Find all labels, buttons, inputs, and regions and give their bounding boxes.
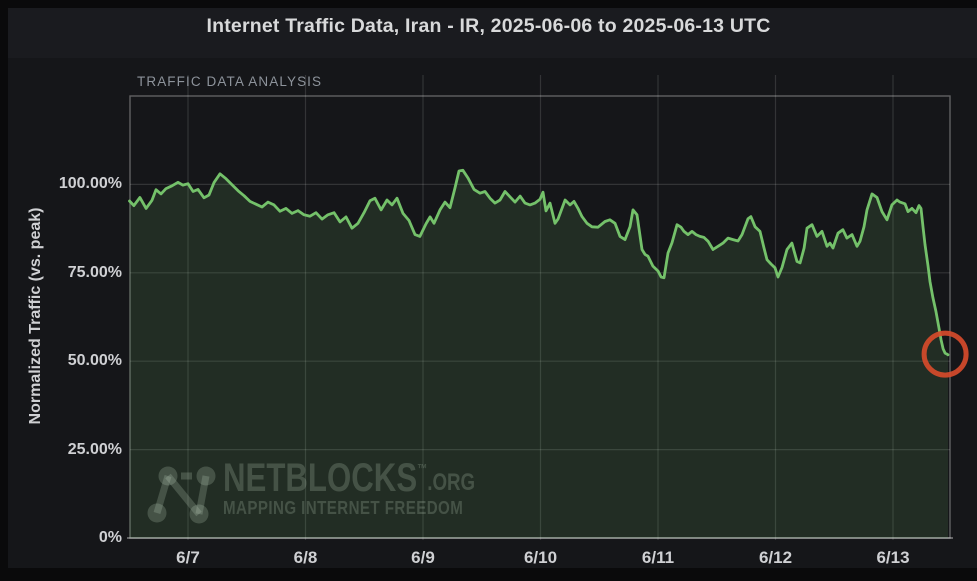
traffic-line [128, 168, 950, 357]
y-tick-label: 0% [98, 529, 122, 546]
traffic-area-fill [129, 170, 948, 539]
drop-annotation-circle [921, 330, 969, 378]
x-tick-label: 6/12 [758, 548, 793, 567]
letterbox-top [0, 0, 977, 8]
y-tick-label: 100.00% [58, 175, 122, 193]
y-tick-label: 75.00% [67, 263, 122, 281]
watermark-tagline: MAPPING INTERNET FREEDOM [223, 498, 495, 519]
watermark-trademark: ™ [417, 461, 427, 476]
watermark-text: NETBLOCKS™.ORG MAPPING INTERNET FREEDOM [223, 456, 546, 519]
letterbox-bottom [0, 568, 977, 581]
panel-label: TRAFFIC DATA ANALYSIS [137, 74, 323, 89]
x-tick-label: 6/9 [411, 548, 435, 567]
x-tick-label: 6/13 [876, 548, 910, 567]
watermark-brand: NETBLOCKS [223, 456, 417, 500]
y-tick-label: 50.00% [67, 352, 122, 370]
page-title: Internet Traffic Data, Iran - IR, 2025-0… [206, 15, 771, 37]
letterbox-left [0, 0, 8, 581]
x-tick-label: 6/10 [523, 548, 558, 567]
title-band [0, 8, 977, 58]
netblocks-logo-icon [147, 466, 216, 524]
watermark-suffix: .ORG [427, 469, 475, 496]
watermark-brand-row: NETBLOCKS™.ORG [223, 456, 475, 500]
plot-border [129, 95, 951, 539]
x-tick-label: 6/8 [293, 548, 318, 567]
x-tick-label: 6/11 [641, 548, 675, 567]
netblocks-watermark: NETBLOCKS™.ORG MAPPING INTERNET FREEDOM [139, 452, 479, 537]
x-tick-label: 6/7 [176, 548, 200, 567]
y-tick-label: 25.00% [67, 440, 122, 458]
